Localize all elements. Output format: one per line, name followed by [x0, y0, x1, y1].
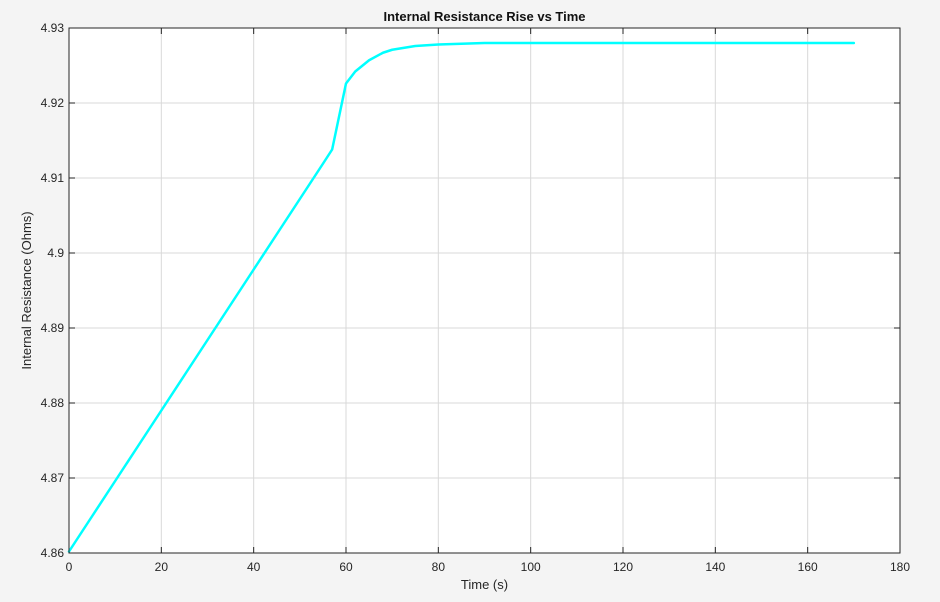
y-tick-label: 4.86	[41, 546, 65, 560]
y-tick-label: 4.88	[41, 396, 65, 410]
series-line	[67, 41, 856, 553]
y-tick-label: 4.9	[47, 246, 64, 260]
x-tick-label: 0	[66, 560, 73, 574]
y-tick-label: 4.91	[41, 171, 65, 185]
x-tick-label: 100	[521, 560, 541, 574]
series-layer	[67, 41, 856, 553]
axes-frame	[68, 27, 901, 554]
y-axis-label: Internal Resistance (Ohms)	[19, 211, 34, 369]
y-tick-label: 4.89	[41, 321, 65, 335]
y-tick-label: 4.92	[41, 96, 65, 110]
y-tick-label: 4.87	[41, 471, 65, 485]
x-tick-label: 180	[890, 560, 910, 574]
axis-ticks: 0 20 40 60 80 100 120 140 160 180 4.86 4.87 4.88 4.89…	[41, 21, 911, 574]
axes-area	[68, 27, 901, 554]
x-tick-label: 140	[705, 560, 725, 574]
x-tick-label: 80	[432, 560, 446, 574]
y-tick-label: 4.93	[41, 21, 65, 35]
x-tick-label: 60	[339, 560, 353, 574]
x-tick-label: 120	[613, 560, 633, 574]
x-axis-label: Time (s)	[461, 577, 508, 592]
x-tick-label: 160	[798, 560, 818, 574]
x-tick-label: 20	[155, 560, 169, 574]
x-tick-label: 40	[247, 560, 261, 574]
chart-title: Internal Resistance Rise vs Time	[383, 9, 585, 24]
